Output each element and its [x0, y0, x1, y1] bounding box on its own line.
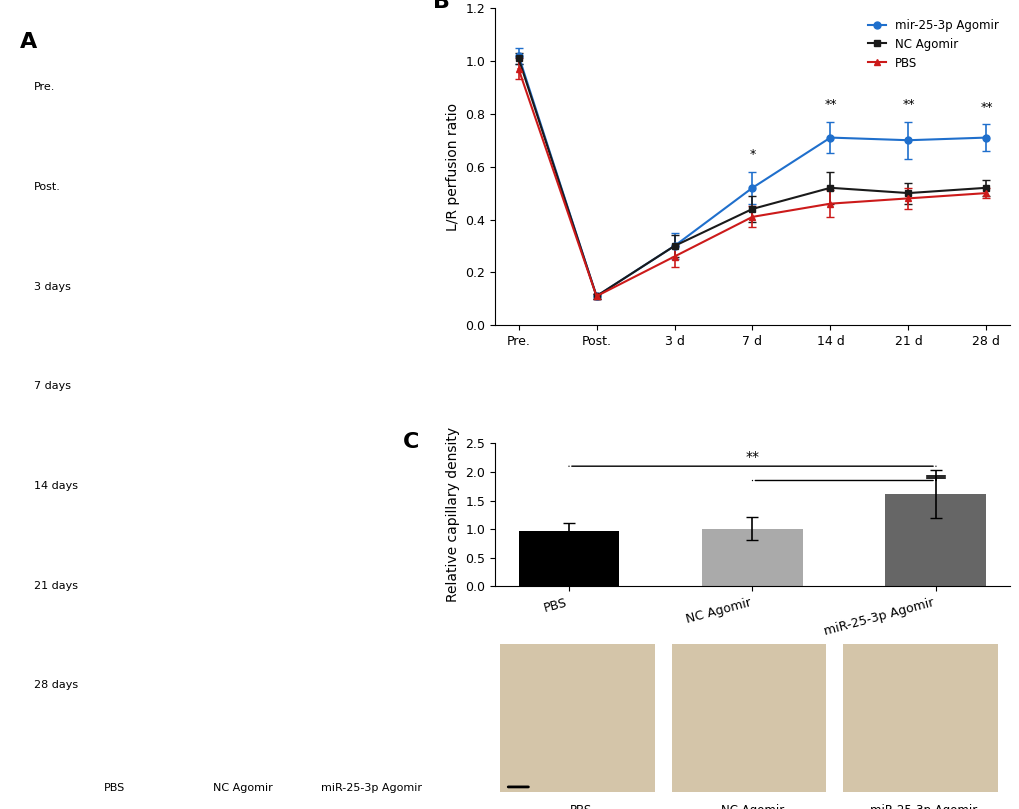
Text: Pre.: Pre. — [34, 83, 55, 92]
Text: Post.: Post. — [34, 182, 61, 192]
Bar — [499, 644, 654, 792]
Text: 7 days: 7 days — [34, 381, 71, 392]
Text: **: ** — [745, 450, 759, 464]
Text: **: ** — [979, 101, 991, 114]
Bar — [843, 644, 997, 792]
Y-axis label: L/R perfusion ratio: L/R perfusion ratio — [445, 103, 460, 231]
Text: 3 days: 3 days — [34, 282, 70, 292]
Text: 21 days: 21 days — [34, 581, 77, 591]
Text: PBS: PBS — [570, 804, 591, 809]
Text: **: ** — [823, 98, 836, 111]
Bar — [701, 528, 802, 587]
Text: miR-25-3p Agomir: miR-25-3p Agomir — [869, 804, 976, 809]
Bar — [672, 644, 825, 792]
Text: NC Agomir: NC Agomir — [213, 783, 273, 793]
Text: B: B — [433, 0, 450, 12]
Text: **: ** — [901, 98, 914, 111]
Text: 28 days: 28 days — [34, 680, 78, 690]
Text: *: * — [749, 148, 755, 161]
Text: NC Agomir: NC Agomir — [720, 804, 784, 809]
Legend: mir-25-3p Agomir, NC Agomir, PBS: mir-25-3p Agomir, NC Agomir, PBS — [862, 14, 1003, 74]
Text: C: C — [403, 432, 419, 452]
Text: miR-25-3p Agomir: miR-25-3p Agomir — [320, 783, 421, 793]
Text: 14 days: 14 days — [34, 481, 77, 491]
Text: PBS: PBS — [104, 783, 125, 793]
Y-axis label: Relative capillary density: Relative capillary density — [445, 427, 460, 603]
Bar — [518, 531, 619, 587]
Bar — [884, 493, 985, 587]
Text: A: A — [19, 32, 37, 52]
